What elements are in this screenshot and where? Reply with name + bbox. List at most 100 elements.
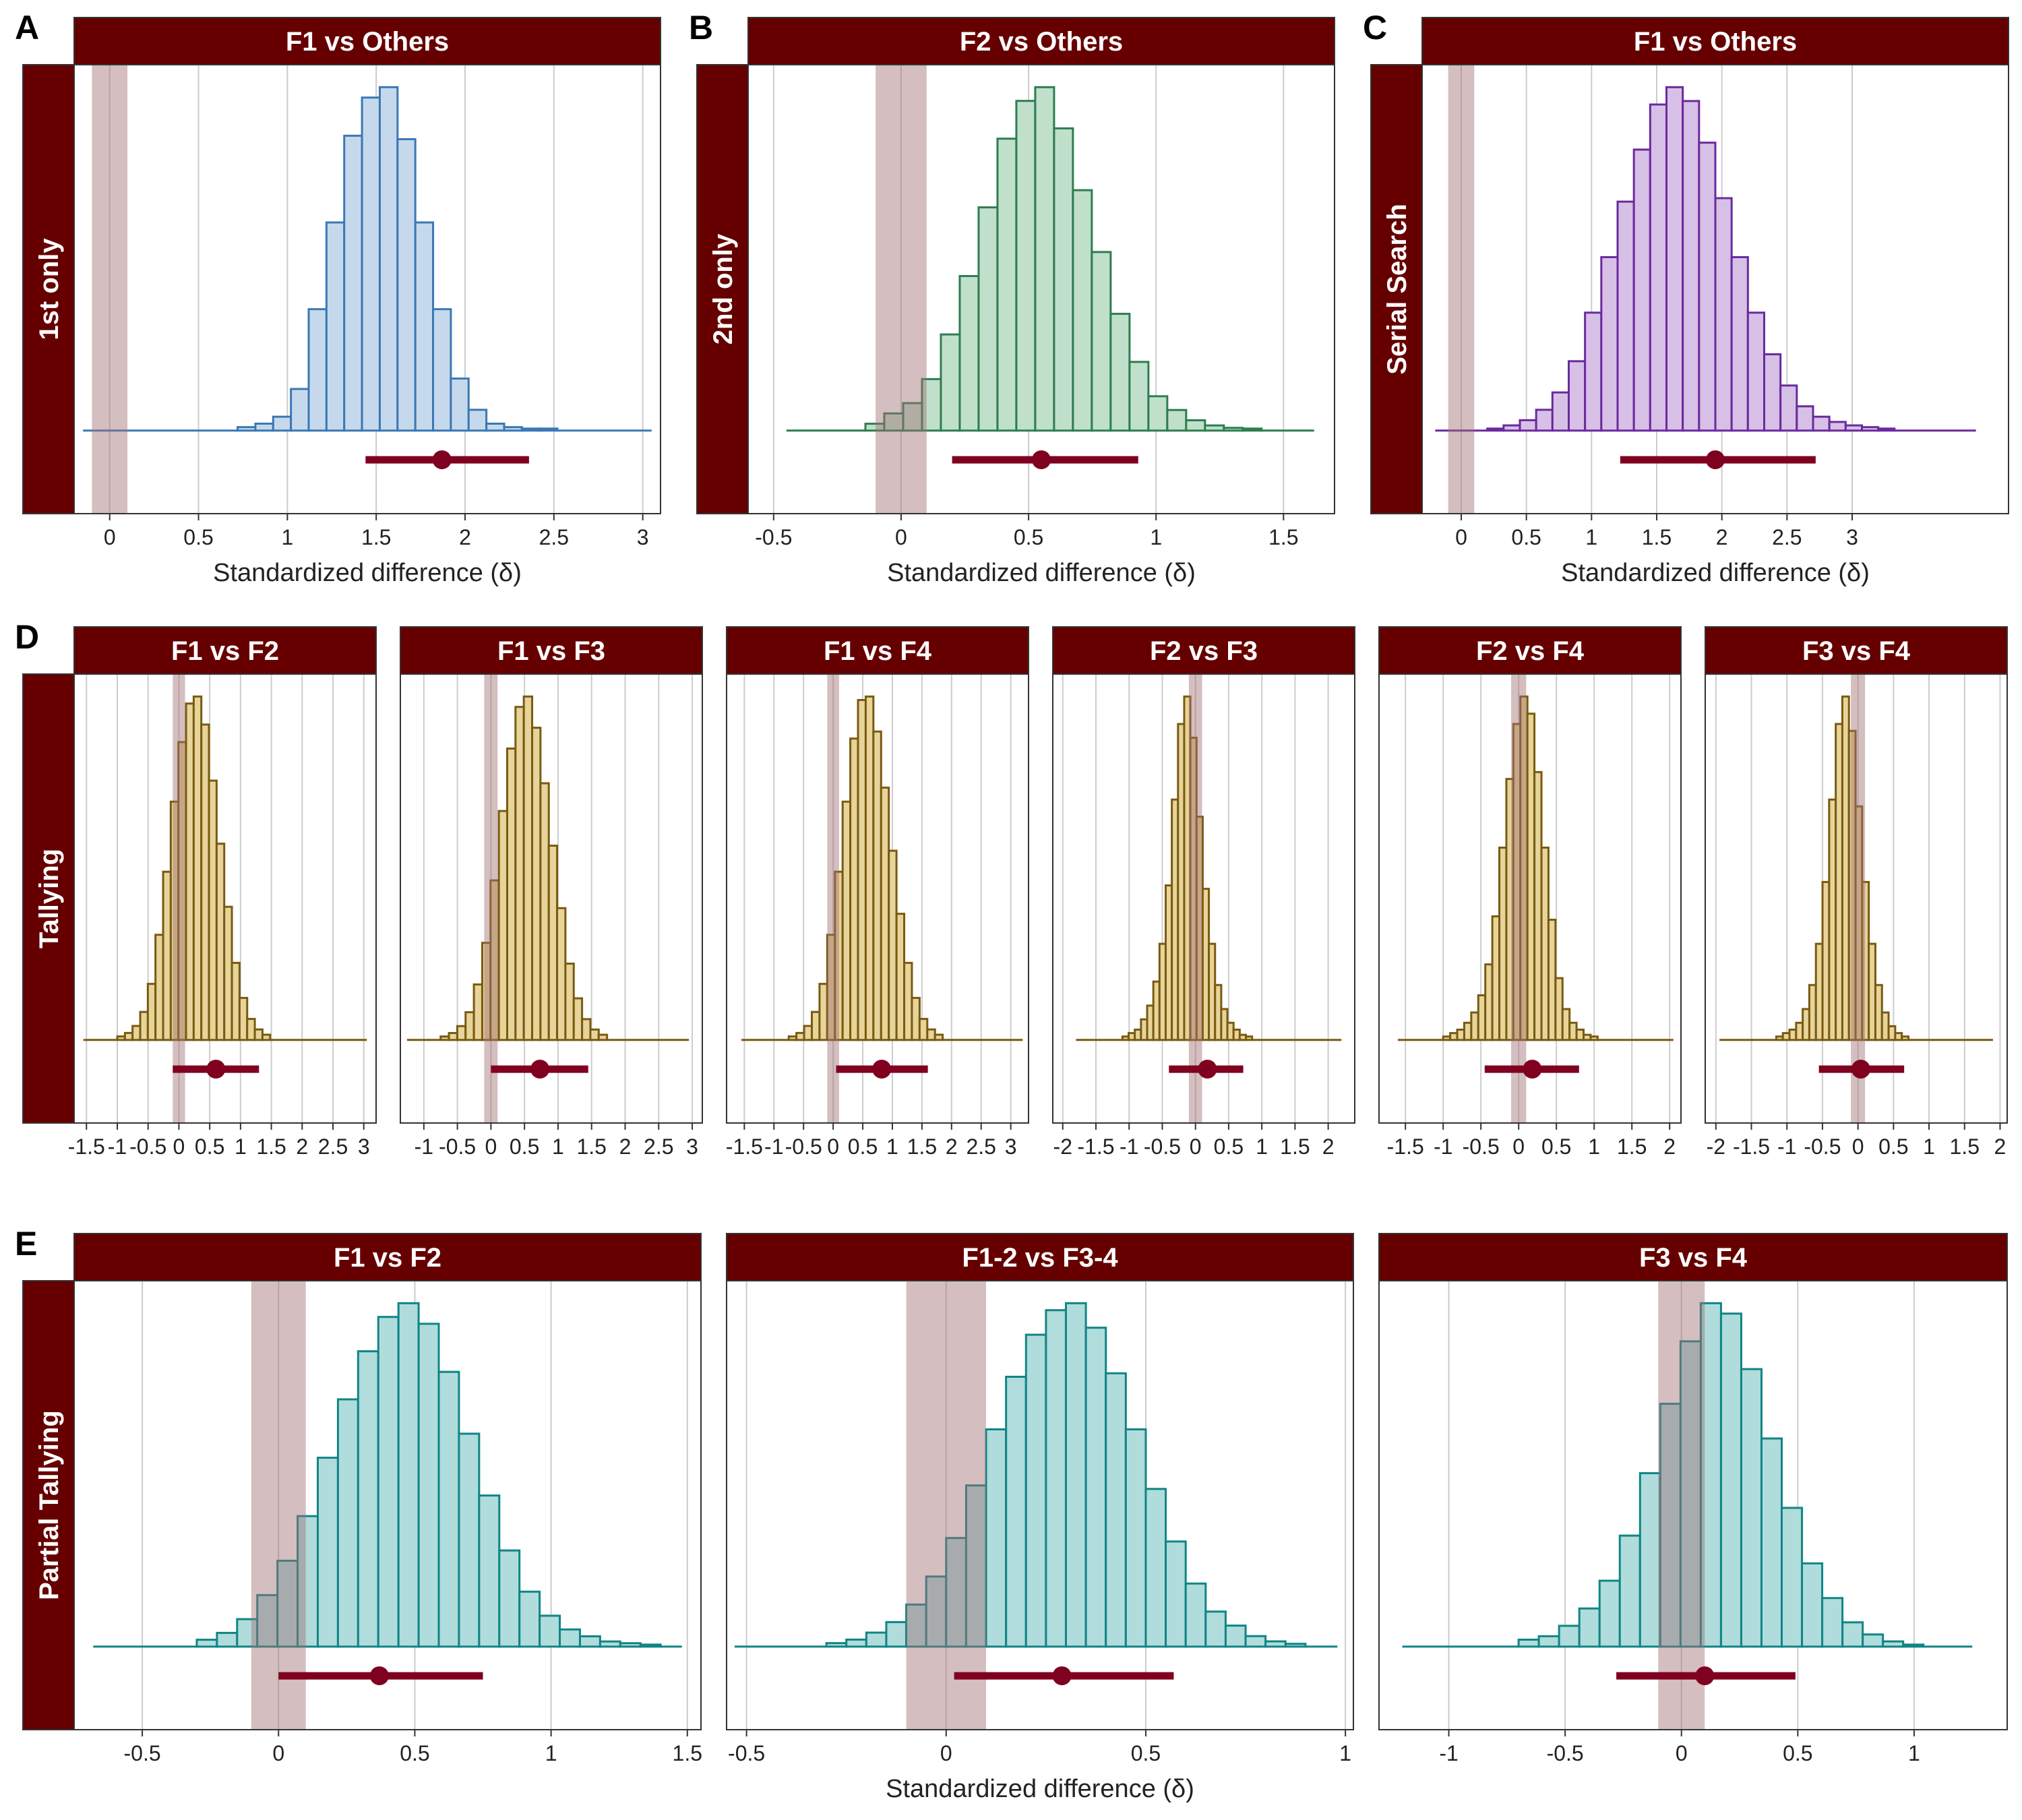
hist-bar [1659, 1403, 1682, 1648]
hist-bar [223, 905, 233, 1041]
hist-bar [556, 907, 567, 1041]
hist-bar [123, 1031, 134, 1041]
hist-bar [1484, 963, 1494, 1041]
point-estimate [1032, 450, 1051, 470]
hist-bar [1045, 1309, 1068, 1648]
hist-bar [1535, 408, 1554, 432]
hist-bar [845, 1638, 867, 1648]
x-tick-label: 3 [637, 525, 649, 549]
hist-bar [162, 870, 172, 1041]
strip-d6 [1705, 626, 2008, 675]
x-axis-title: Standardized difference (δ) [886, 1775, 1194, 1803]
hist-bar [458, 1432, 481, 1648]
x-axis-title: Standardized difference (δ) [213, 559, 522, 587]
hist-bar [925, 1575, 948, 1648]
hist-bar [1558, 1625, 1581, 1648]
hist-bar [522, 695, 534, 1041]
hist-bar [1740, 1368, 1763, 1648]
hist-bar [883, 412, 905, 432]
hist-bar [290, 388, 310, 432]
hist-bar [357, 1350, 379, 1648]
hist-bar [857, 698, 867, 1041]
hist-bar [1598, 1579, 1621, 1648]
hist-bar [472, 983, 483, 1041]
x-tick-label: 1 [281, 525, 293, 549]
x-tick-label: 2 [946, 1134, 958, 1159]
hist-bar [1065, 1302, 1087, 1648]
panel-border [1378, 673, 1682, 1124]
x-tick-label: 0.5 [1541, 1134, 1571, 1159]
point-estimate [1706, 450, 1725, 470]
point-estimate [369, 1666, 389, 1686]
hist-bar [964, 1484, 987, 1648]
x-tick-label: 0.5 [1783, 1741, 1812, 1765]
strip-e3 [1378, 1233, 2008, 1281]
hist-bar [1547, 918, 1557, 1041]
x-tick-label: 0.5 [1511, 525, 1541, 549]
x-tick-label: 1.5 [1950, 1134, 1980, 1159]
rope-band [827, 674, 839, 1123]
hist-bar [1554, 977, 1564, 1041]
panel-title: F1 vs F3 [497, 636, 605, 666]
hist-bar [1486, 427, 1505, 432]
point-estimate [1523, 1060, 1542, 1079]
point-estimate [206, 1060, 226, 1079]
point-estimate [1851, 1060, 1870, 1079]
x-tick-label: 1.5 [361, 525, 391, 549]
hist-bar [154, 934, 164, 1041]
rope-band [1511, 674, 1527, 1123]
x-tick-label: 2 [296, 1134, 308, 1159]
hist-bar [895, 913, 906, 1041]
hist-bar [926, 1028, 936, 1041]
hist-bar [1589, 1035, 1599, 1041]
x-tick-label: -1 [1777, 1134, 1796, 1159]
hist-bar [1844, 424, 1863, 432]
x-tick-label: -0.5 [1547, 1741, 1584, 1765]
hist-bar [1638, 1472, 1661, 1648]
hist-bar [1456, 1029, 1465, 1041]
panel-title: F1 vs Others [1634, 27, 1797, 57]
row-strip [696, 64, 749, 514]
hist-bar [272, 415, 293, 432]
row-label: Tallying [34, 849, 64, 948]
panel-border [726, 673, 1029, 1124]
hist-bar [1449, 1032, 1459, 1041]
hist-bar [1242, 427, 1263, 432]
hist-bar [1779, 384, 1798, 432]
hist-bar [1091, 251, 1112, 432]
panel-title: F2 vs F3 [1150, 636, 1258, 666]
panel-title: F3 vs F4 [1639, 1243, 1748, 1273]
hist-bar [795, 1031, 805, 1041]
x-tick-label: 3 [1005, 1134, 1017, 1159]
panel-d6: F3 vs F4 -2 -1.5 -1 -0.5 0 0.5 1 1.5 2 [1705, 626, 2008, 1159]
hist-bar [958, 275, 980, 432]
hist-bar [977, 206, 999, 432]
rope-band [906, 1281, 987, 1730]
hist-bar [547, 845, 559, 1041]
hist-bar [1812, 415, 1831, 432]
panel-c: F1 vs Others 0 0.5 1 1.5 2 2.5 3 Standardized di… [1421, 17, 2009, 587]
hist-bar [216, 1631, 239, 1648]
hist-bar [195, 1639, 218, 1648]
x-tick-label: 1 [1588, 1134, 1600, 1159]
hist-bar [1730, 255, 1749, 432]
strip-a [73, 17, 661, 65]
panel-letter: E [15, 1225, 37, 1263]
x-tick-label: 0.5 [1214, 1134, 1244, 1159]
hist-bar [1204, 1610, 1227, 1648]
hist-bar [933, 1033, 944, 1041]
rope-band [1851, 674, 1866, 1123]
hist-bar [1053, 127, 1074, 432]
hist-bar [1719, 1312, 1742, 1648]
hist-bar [996, 138, 1018, 432]
x-tick-label: 1.5 [1617, 1134, 1647, 1159]
hist-bar [1024, 1333, 1047, 1648]
hist-bar [307, 308, 328, 432]
rope-band [1188, 674, 1202, 1123]
x-tick-label: -0.5 [755, 525, 792, 549]
panel-border [1378, 1280, 2008, 1730]
hist-bar [514, 706, 525, 1041]
hist-bar [539, 1614, 561, 1648]
x-tick-label: -1.5 [1733, 1134, 1770, 1159]
hist-bar [192, 695, 203, 1041]
